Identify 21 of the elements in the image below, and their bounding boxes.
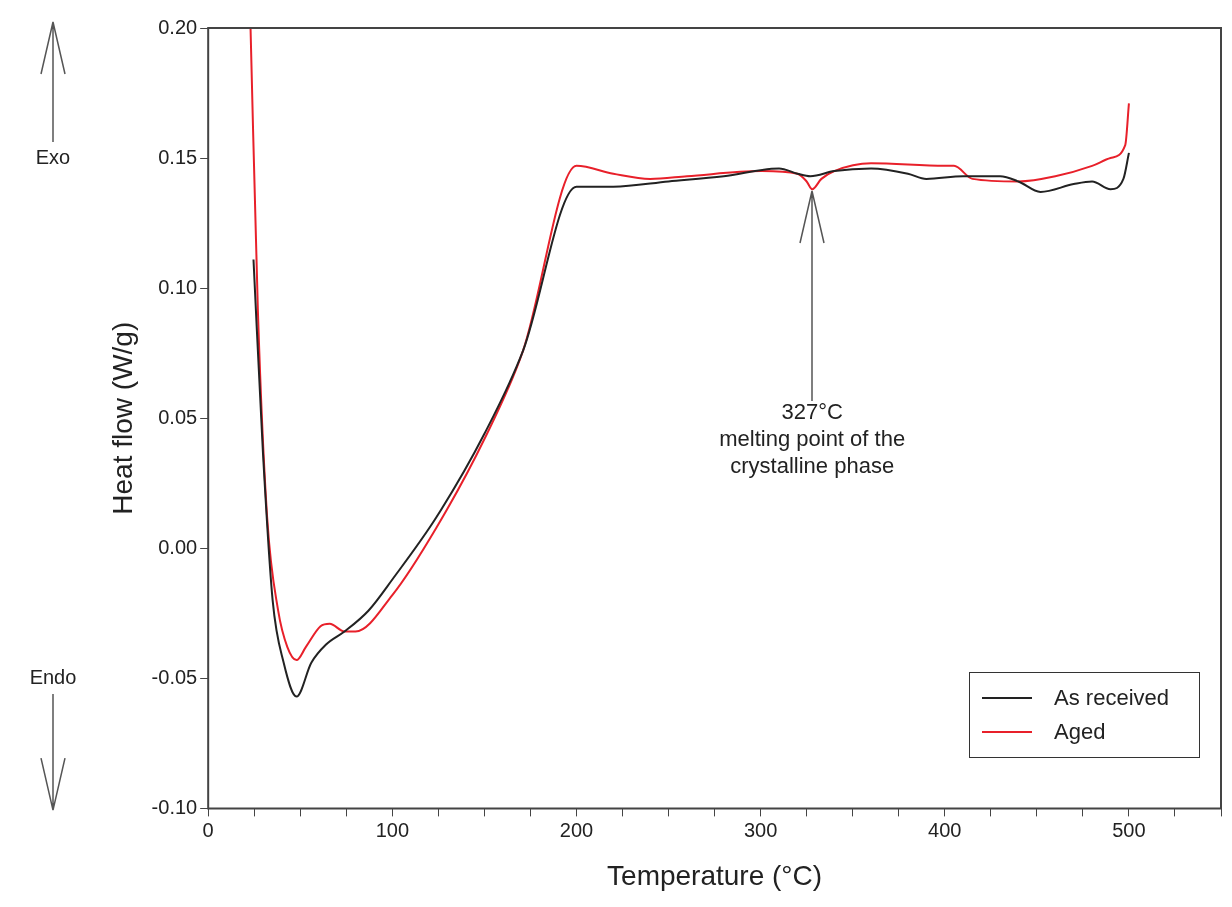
x-tick-label: 100 <box>375 818 410 841</box>
x-tick-label: 500 <box>1112 818 1146 841</box>
x-axis-title: Temperature (°C) <box>607 859 823 891</box>
y-tick-label: 0.05 <box>158 405 198 428</box>
annotation: 327°C melting point of the crystalline phase <box>719 399 906 479</box>
y-tick-label: -0.05 <box>151 665 198 688</box>
y-tick-label: 0.20 <box>158 15 198 38</box>
text: Exo <box>35 145 71 168</box>
x-tick-label: 400 <box>928 818 962 841</box>
x-tick-label: 0 <box>202 818 214 841</box>
x-tick-label: 300 <box>743 818 778 841</box>
text: Endo <box>29 665 77 688</box>
legend-label: As received <box>1054 685 1169 711</box>
y-tick-label: -0.10 <box>151 795 198 818</box>
y-tick-label: 0.00 <box>158 535 198 558</box>
y-tick-label: 0.10 <box>158 275 198 298</box>
y-axis-title: Heat flow (W/g) <box>106 321 138 515</box>
y-tick-label: 0.15 <box>158 145 198 168</box>
legend-label: Aged <box>1054 719 1106 745</box>
line-series <box>249 28 1130 662</box>
x-tick-label: 200 <box>559 818 594 841</box>
